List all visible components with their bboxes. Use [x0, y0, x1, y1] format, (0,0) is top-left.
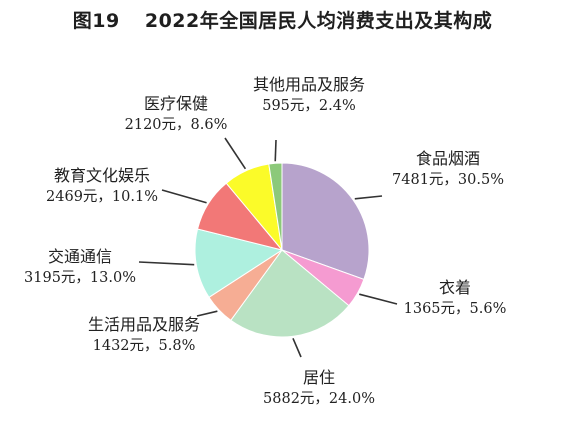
slice-value-label: 2469元，10.1%	[46, 189, 158, 205]
pie-slice	[281, 162, 370, 281]
slice-value-label: 1432元，5.8%	[93, 338, 196, 354]
slice-value-label: 1365元，5.6%	[404, 301, 507, 317]
chart-title: 图19 2022年全国居民人均消费支出及其构成	[0, 6, 565, 33]
slice-value-label: 2120元，8.6%	[125, 117, 228, 133]
slice-name-label: 医疗保健	[144, 94, 208, 113]
pie-slice	[230, 249, 350, 338]
slice-value-label: 5882元，24.0%	[263, 391, 375, 407]
leader-line	[354, 195, 383, 200]
slice-name-label: 生活用品及服务	[88, 315, 200, 334]
slice-name-label: 衣着	[439, 278, 471, 297]
pie-slice	[268, 162, 283, 251]
leader-line	[274, 139, 277, 162]
slice-value-label: 3195元，13.0%	[24, 270, 136, 286]
slice-name-label: 交通通信	[48, 247, 112, 266]
leader-line	[224, 137, 247, 170]
slice-name-label: 食品烟酒	[416, 149, 480, 168]
slice-name-label: 居住	[303, 368, 335, 387]
leader-line	[161, 189, 207, 204]
figure-number: 图19	[72, 10, 120, 32]
slice-name-label: 教育文化娱乐	[54, 166, 150, 185]
leader-line	[196, 310, 218, 317]
leader-line	[138, 261, 195, 266]
leader-line	[359, 293, 398, 305]
slice-value-label: 7481元，30.5%	[392, 172, 504, 188]
leader-lines	[138, 137, 398, 358]
leader-line	[292, 338, 302, 358]
pie-slice	[194, 228, 284, 298]
slice-value-label: 595元，2.4%	[262, 98, 356, 114]
slice-labels: 食品烟酒 7481元，30.5% 衣着 1365元，5.6% 居住 5882元，24.0%…	[24, 75, 506, 407]
slice-name-label: 其他用品及服务	[253, 75, 365, 94]
pie-slices	[194, 162, 370, 338]
title-text: 2022年全国居民人均消费支出及其构成	[144, 10, 493, 32]
